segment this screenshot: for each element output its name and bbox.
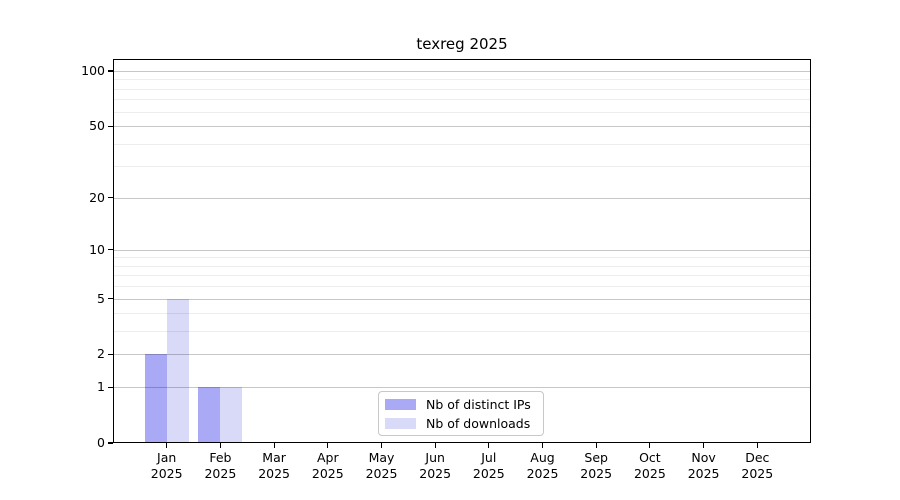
x-tick-month: Sep bbox=[584, 450, 608, 465]
y-tick-label: 10 bbox=[89, 241, 105, 257]
x-tick-month: May bbox=[368, 450, 395, 465]
gridline-minor bbox=[113, 265, 811, 267]
x-tick-mark bbox=[273, 443, 275, 448]
gridline-major bbox=[113, 249, 811, 251]
x-tick-month: Mar bbox=[262, 450, 286, 465]
x-tick-year: 2025 bbox=[204, 466, 237, 481]
x-tick-label: Aug 2025 bbox=[511, 450, 575, 482]
y-tick-mark bbox=[108, 249, 113, 251]
bar-nb-of-distinct-ips bbox=[198, 387, 221, 443]
x-tick-year: 2025 bbox=[365, 466, 398, 481]
x-tick-year: 2025 bbox=[258, 466, 290, 481]
x-tick-mark bbox=[166, 443, 168, 448]
gridline-minor bbox=[113, 331, 811, 333]
x-tick-mark bbox=[434, 443, 436, 448]
gridline-minor bbox=[113, 313, 811, 315]
y-tick-label: 5 bbox=[97, 290, 105, 306]
y-tick-label: 20 bbox=[89, 189, 105, 205]
x-tick-year: 2025 bbox=[687, 466, 720, 481]
gridline-major bbox=[113, 126, 811, 128]
x-tick-year: 2025 bbox=[526, 466, 559, 481]
y-tick-mark bbox=[108, 70, 113, 72]
gridline-major bbox=[113, 354, 811, 356]
bar-nb-of-distinct-ips bbox=[144, 354, 167, 443]
x-tick-month: Oct bbox=[639, 450, 661, 465]
x-tick-mark bbox=[327, 443, 329, 448]
x-tick-mark bbox=[219, 443, 221, 448]
y-tick-mark bbox=[108, 298, 113, 300]
legend-swatch-downloads bbox=[385, 417, 416, 429]
x-tick-year: 2025 bbox=[311, 466, 344, 481]
x-tick-label: Mar 2025 bbox=[242, 450, 306, 482]
x-tick-year: 2025 bbox=[580, 466, 613, 481]
y-tick-mark bbox=[108, 353, 113, 355]
x-tick-year: 2025 bbox=[150, 466, 183, 481]
x-tick-label: May 2025 bbox=[350, 450, 414, 482]
gridline-minor bbox=[113, 275, 811, 277]
gridline-major bbox=[113, 71, 811, 72]
x-tick-label: Jul 2025 bbox=[457, 450, 521, 482]
gridline-minor bbox=[113, 79, 811, 81]
x-tick-label: Oct 2025 bbox=[618, 450, 682, 482]
y-tick-label: 100 bbox=[81, 63, 105, 78]
x-tick-label: Dec 2025 bbox=[725, 450, 789, 482]
bar-nb-of-downloads bbox=[166, 298, 189, 443]
gridline-major bbox=[113, 298, 811, 300]
x-tick-mark bbox=[541, 443, 544, 448]
gridline-minor bbox=[113, 99, 811, 101]
x-tick-year: 2025 bbox=[419, 466, 452, 481]
gridline-minor bbox=[113, 257, 811, 259]
x-tick-month: Jun bbox=[425, 450, 445, 465]
x-tick-year: 2025 bbox=[633, 466, 666, 481]
y-tick-mark bbox=[108, 386, 113, 388]
axes-frame bbox=[113, 59, 811, 443]
legend-label-distinct-ips: Nb of distinct IPs bbox=[426, 396, 531, 412]
y-tick-mark bbox=[108, 197, 113, 199]
x-tick-month: Jul bbox=[481, 450, 497, 465]
x-tick-mark bbox=[380, 443, 383, 448]
gridline-minor bbox=[113, 88, 811, 90]
y-tick-mark bbox=[108, 442, 113, 444]
x-tick-year: 2025 bbox=[472, 466, 505, 481]
x-tick-label: Apr 2025 bbox=[296, 450, 360, 482]
x-tick-label: Jun 2025 bbox=[403, 450, 467, 482]
x-tick-month: Dec bbox=[745, 450, 770, 465]
x-tick-label: Nov 2025 bbox=[672, 450, 736, 482]
x-tick-label: Feb 2025 bbox=[188, 450, 252, 482]
x-tick-label: Sep 2025 bbox=[564, 450, 628, 482]
legend-item-distinct-ips: Nb of distinct IPs bbox=[385, 396, 543, 412]
plot-area bbox=[113, 59, 811, 443]
y-tick-label: 1 bbox=[97, 379, 105, 395]
gridline-minor bbox=[113, 111, 811, 113]
gridline-minor bbox=[113, 286, 811, 288]
x-tick-month: Feb bbox=[209, 450, 232, 465]
y-tick-label: 50 bbox=[89, 118, 105, 134]
x-tick-mark bbox=[488, 443, 490, 448]
chart-title: texreg 2025 bbox=[416, 35, 508, 53]
y-tick-mark bbox=[108, 125, 113, 127]
gridline-major bbox=[113, 197, 811, 199]
bar-nb-of-downloads bbox=[220, 387, 243, 443]
legend-item-downloads: Nb of downloads bbox=[385, 415, 543, 431]
x-tick-mark bbox=[703, 443, 705, 448]
gridline-minor bbox=[113, 166, 811, 168]
x-tick-label: Jan 2025 bbox=[135, 450, 199, 482]
legend: Nb of distinct IPs Nb of downloads bbox=[378, 391, 544, 436]
x-tick-month: Nov bbox=[691, 450, 716, 465]
legend-label-downloads: Nb of downloads bbox=[426, 415, 531, 431]
x-tick-mark bbox=[756, 443, 758, 448]
gridline-major bbox=[113, 387, 811, 389]
gridline-minor bbox=[113, 143, 811, 145]
legend-swatch-distinct-ips bbox=[385, 398, 416, 410]
y-tick-label: 0 bbox=[97, 435, 105, 450]
x-tick-mark bbox=[649, 443, 651, 448]
x-tick-month: Aug bbox=[530, 450, 555, 465]
x-tick-month: Apr bbox=[316, 450, 339, 465]
y-tick-label: 2 bbox=[97, 346, 105, 362]
x-tick-year: 2025 bbox=[741, 466, 774, 481]
x-tick-mark bbox=[595, 443, 597, 448]
x-tick-month: Jan bbox=[157, 450, 177, 465]
